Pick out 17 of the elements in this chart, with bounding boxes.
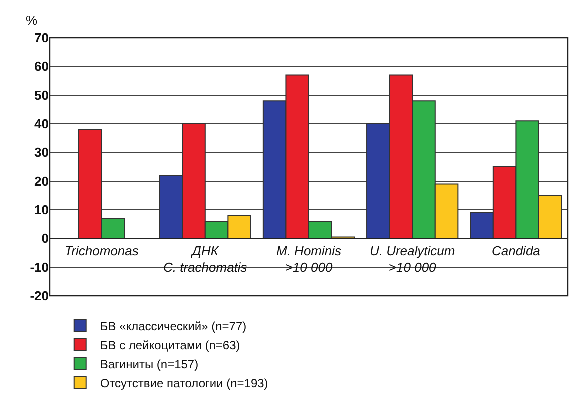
y-tick-label: 60 — [34, 59, 49, 74]
y-tick-label: 0 — [42, 231, 49, 246]
legend-label: Отсутствие патологии (n=193) — [100, 376, 268, 391]
y-axis-title: % — [26, 13, 38, 28]
y-tick-label: -10 — [30, 260, 49, 275]
y-tick-label: -20 — [30, 288, 49, 304]
legend-label: БВ «классический» (n=77) — [100, 320, 247, 334]
x-tick-label: Trichomonas — [64, 243, 140, 258]
y-tick-label: 70 — [34, 30, 49, 46]
y-tick-label: 40 — [34, 116, 49, 132]
legend-label: БВ с лейкоцитами (n=63) — [100, 338, 240, 353]
x-tick-label: Candida — [492, 243, 540, 258]
y-tick-label: 10 — [34, 202, 49, 218]
y-tick-label: 20 — [34, 174, 49, 189]
legend-label: Вагиниты (n=157) — [100, 358, 199, 372]
y-tick-label: 30 — [34, 145, 49, 160]
y-tick-label: 50 — [34, 88, 49, 103]
